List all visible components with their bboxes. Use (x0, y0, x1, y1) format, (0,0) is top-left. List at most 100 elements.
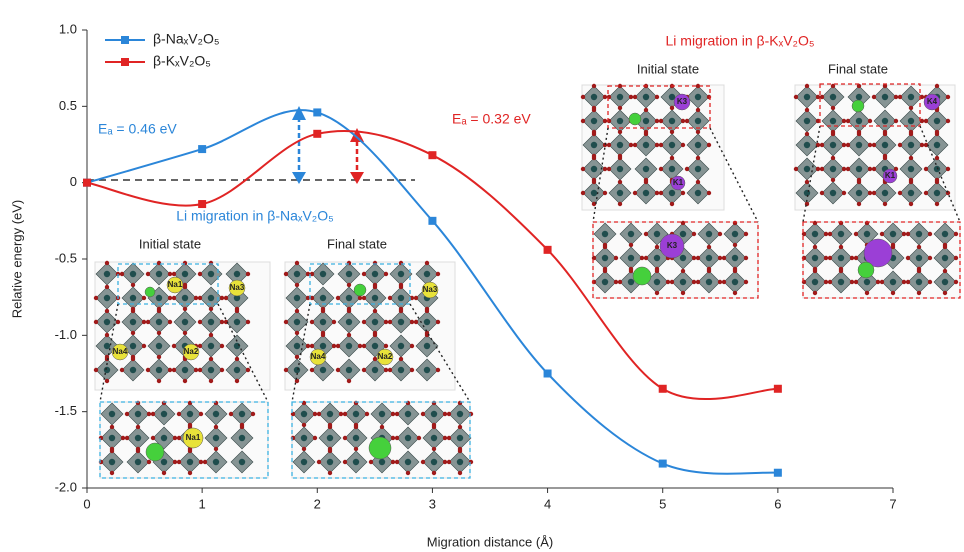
data-point (774, 469, 782, 477)
oxygen (733, 243, 737, 247)
oxygen (813, 291, 817, 295)
oxygen (820, 167, 824, 171)
oxygen (321, 333, 325, 337)
oxygen (831, 106, 835, 110)
oxygen (685, 119, 689, 123)
oxygen (410, 320, 414, 324)
x-tick-label: 1 (199, 496, 206, 511)
oxygen (188, 471, 192, 475)
data-point (313, 108, 321, 116)
vanadium (591, 118, 597, 124)
oxygen (592, 180, 596, 184)
x-tick-label: 3 (429, 496, 436, 511)
oxygen (220, 344, 224, 348)
vanadium (628, 255, 634, 261)
oxygen (284, 368, 288, 372)
oxygen (603, 191, 607, 195)
oxygen (146, 272, 150, 276)
site-label: K3 (667, 241, 678, 250)
oxygen (157, 309, 161, 313)
oxygen (816, 167, 820, 171)
oxygen (906, 256, 910, 260)
oxygen (917, 269, 921, 273)
vanadium (934, 142, 940, 148)
oxygen (883, 156, 887, 160)
oxygen (681, 143, 685, 147)
oxygen (655, 95, 659, 99)
vanadium (617, 94, 623, 100)
vanadium (643, 190, 649, 196)
vanadium (156, 295, 162, 301)
oxygen (696, 130, 700, 134)
oxygen (220, 368, 224, 372)
vanadium (591, 166, 597, 172)
oxygen (336, 344, 340, 348)
oxygen (347, 309, 351, 313)
oxygen (924, 119, 928, 123)
oxygen (744, 280, 748, 284)
oxygen (131, 309, 135, 313)
site-label: Na2 (378, 352, 393, 361)
oxygen (857, 132, 861, 136)
oxygen (362, 320, 366, 324)
vanadium (916, 279, 922, 285)
oxygen (410, 344, 414, 348)
vanadium (916, 255, 922, 261)
oxygen (147, 412, 151, 416)
oxygen (395, 436, 399, 440)
site-label: K1 (885, 171, 896, 180)
oxygen (384, 368, 388, 372)
oxygen (209, 333, 213, 337)
vanadium (457, 435, 463, 441)
oxygen (902, 280, 906, 284)
oxygen (220, 320, 224, 324)
vanadium (104, 367, 110, 373)
oxygen (928, 280, 932, 284)
vanadium (617, 166, 623, 172)
vanadium (804, 94, 810, 100)
vanadium (812, 279, 818, 285)
ion (858, 262, 874, 278)
y-tick-label: 1.0 (59, 21, 77, 36)
vanadium (353, 411, 359, 417)
oxygen (172, 272, 176, 276)
oxygen (295, 355, 299, 359)
ion (354, 284, 366, 296)
oxygen (209, 357, 213, 361)
vanadium (706, 231, 712, 237)
oxygen (707, 191, 711, 195)
vanadium (591, 142, 597, 148)
oxygen (614, 256, 618, 260)
vanadium (706, 255, 712, 261)
oxygen (824, 280, 828, 284)
vanadium (234, 367, 240, 373)
vanadium (882, 118, 888, 124)
oxygen (432, 471, 436, 475)
oxygen (425, 309, 429, 313)
oxygen (872, 143, 876, 147)
oxygen (842, 191, 846, 195)
vanadium (591, 190, 597, 196)
data-point (544, 246, 552, 254)
oxygen (198, 320, 202, 324)
oxygen (813, 269, 817, 273)
oxygen (125, 412, 129, 416)
oxygen (655, 119, 659, 123)
oxygen (681, 119, 685, 123)
oxygen (644, 108, 648, 112)
oxygen (935, 132, 939, 136)
oxygen (846, 167, 850, 171)
oxygen (168, 320, 172, 324)
vanadium (591, 94, 597, 100)
oxygen (898, 95, 902, 99)
oxygen (820, 143, 824, 147)
oxygen (805, 84, 809, 88)
data-point (198, 145, 206, 153)
oxygen (369, 460, 373, 464)
oxygen (421, 460, 425, 464)
oxygen (794, 95, 798, 99)
oxygen (284, 272, 288, 276)
oxygen (302, 423, 306, 427)
oxygen (935, 156, 939, 160)
oxygen (310, 344, 314, 348)
